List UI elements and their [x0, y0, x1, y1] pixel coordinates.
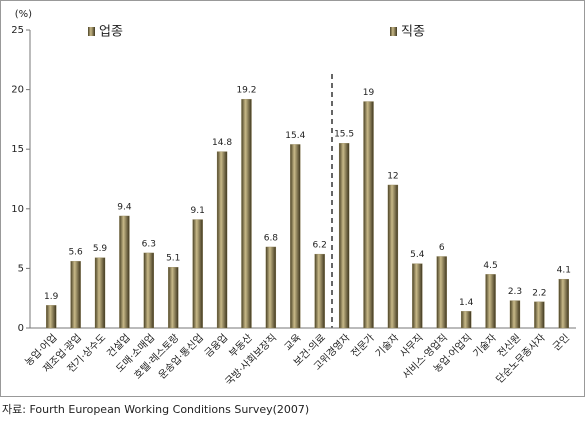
data-label: 4.1 — [557, 266, 571, 276]
data-label: 19.2 — [236, 86, 256, 96]
bar — [143, 252, 154, 329]
bar — [192, 219, 203, 329]
bar — [119, 215, 130, 329]
chart-border — [0, 0, 585, 397]
y-tick-label: 20 — [11, 85, 24, 96]
x-tick-label: 군인 — [551, 332, 573, 354]
source: 자료: Fourth European Working Conditions S… — [2, 403, 309, 416]
data-label: 6.8 — [264, 233, 279, 243]
y-tick-label: 5 — [18, 263, 24, 274]
x-tick-label: 기술자 — [471, 332, 499, 360]
x-tick-label: 전문가 — [349, 332, 377, 360]
bar — [338, 143, 350, 329]
bar — [436, 256, 447, 329]
bar — [46, 305, 57, 329]
data-label: 12 — [387, 171, 398, 181]
bar — [216, 151, 228, 329]
data-label: 14.8 — [212, 138, 232, 148]
data-label: 1.4 — [459, 298, 474, 308]
x-tick-label: 금융업 — [202, 331, 231, 360]
bar — [168, 267, 179, 329]
y-tick-label: 0 — [18, 323, 24, 334]
bar — [509, 300, 521, 329]
bar — [485, 274, 496, 329]
data-label: 6.3 — [142, 239, 156, 249]
bar — [363, 101, 374, 329]
data-label: 2.2 — [532, 288, 546, 298]
bar — [461, 311, 472, 329]
data-label: 5.6 — [68, 248, 83, 258]
bar — [558, 278, 569, 329]
legend-label: 직종 — [401, 25, 425, 40]
data-label: 9.1 — [190, 206, 204, 216]
bar — [70, 261, 81, 329]
legend-swatch — [390, 27, 397, 36]
y-tick-label: 15 — [11, 144, 24, 155]
y-tick-label: 10 — [11, 204, 24, 215]
legend-label: 업종 — [99, 25, 123, 40]
data-label: 6.2 — [313, 241, 327, 251]
x-tick-label: 기술자 — [373, 332, 401, 360]
bar — [387, 184, 399, 329]
data-label: 19 — [363, 88, 375, 98]
bar — [265, 246, 277, 329]
data-label: 15.4 — [285, 131, 305, 141]
y-tick-label: 25 — [11, 25, 24, 36]
data-label: 9.4 — [117, 202, 132, 212]
bar — [314, 253, 325, 329]
y-unit: (%) — [15, 9, 32, 20]
bar — [412, 263, 423, 329]
legend-swatch — [88, 27, 95, 36]
data-label: 5.4 — [410, 250, 425, 260]
data-label: 2.3 — [508, 287, 522, 297]
data-label: 6 — [439, 243, 445, 253]
data-label: 15.5 — [334, 130, 354, 140]
data-label: 5.1 — [166, 254, 180, 264]
bar — [534, 301, 545, 329]
data-label: 4.5 — [483, 261, 497, 271]
x-tick-label: 교육 — [282, 332, 304, 354]
bar — [94, 257, 106, 329]
data-label: 1.9 — [44, 292, 59, 302]
bar — [290, 144, 301, 329]
data-label: 5.9 — [93, 244, 108, 254]
bar — [241, 98, 252, 329]
